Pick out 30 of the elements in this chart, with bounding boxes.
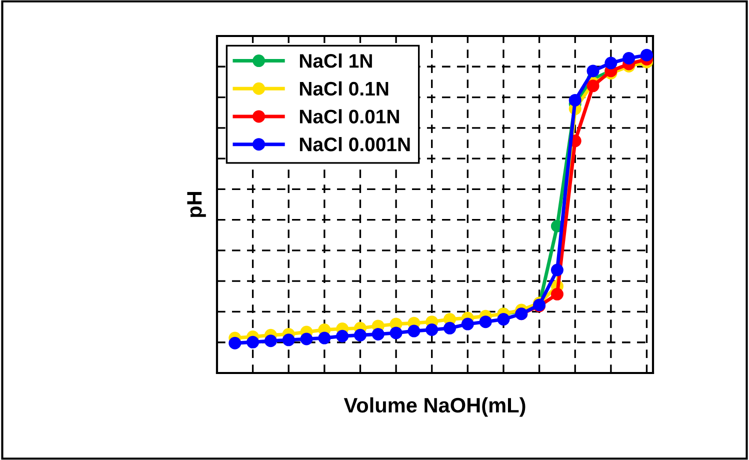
legend-label: NaCl 1N: [300, 54, 372, 68]
legend-label: NaCl 0.01N: [300, 109, 399, 124]
y-axis-title: pH: [187, 192, 206, 218]
point: [586, 80, 600, 92]
point: [640, 48, 653, 62]
point: [479, 316, 492, 328]
point: [586, 64, 600, 78]
point: [282, 334, 295, 346]
point: [264, 334, 277, 348]
point: [336, 330, 349, 342]
point: [497, 313, 510, 326]
point: [604, 56, 618, 70]
point: [461, 318, 474, 330]
point: [444, 322, 456, 334]
point: [426, 324, 438, 336]
point: [390, 326, 402, 340]
point: [550, 288, 564, 300]
point: [246, 336, 260, 348]
point: [622, 52, 636, 65]
point: [550, 264, 564, 276]
point: [300, 332, 313, 346]
point: [372, 328, 384, 340]
point: [228, 336, 242, 350]
point: [354, 328, 366, 342]
point: [318, 332, 331, 344]
legend-label: NaCl 0.001N: [300, 137, 410, 152]
point: [408, 324, 420, 338]
legend-label: NaCl 0.1N: [300, 81, 388, 96]
x-axis-title: Volume NaOH(mL): [344, 397, 526, 417]
point: [568, 94, 582, 106]
